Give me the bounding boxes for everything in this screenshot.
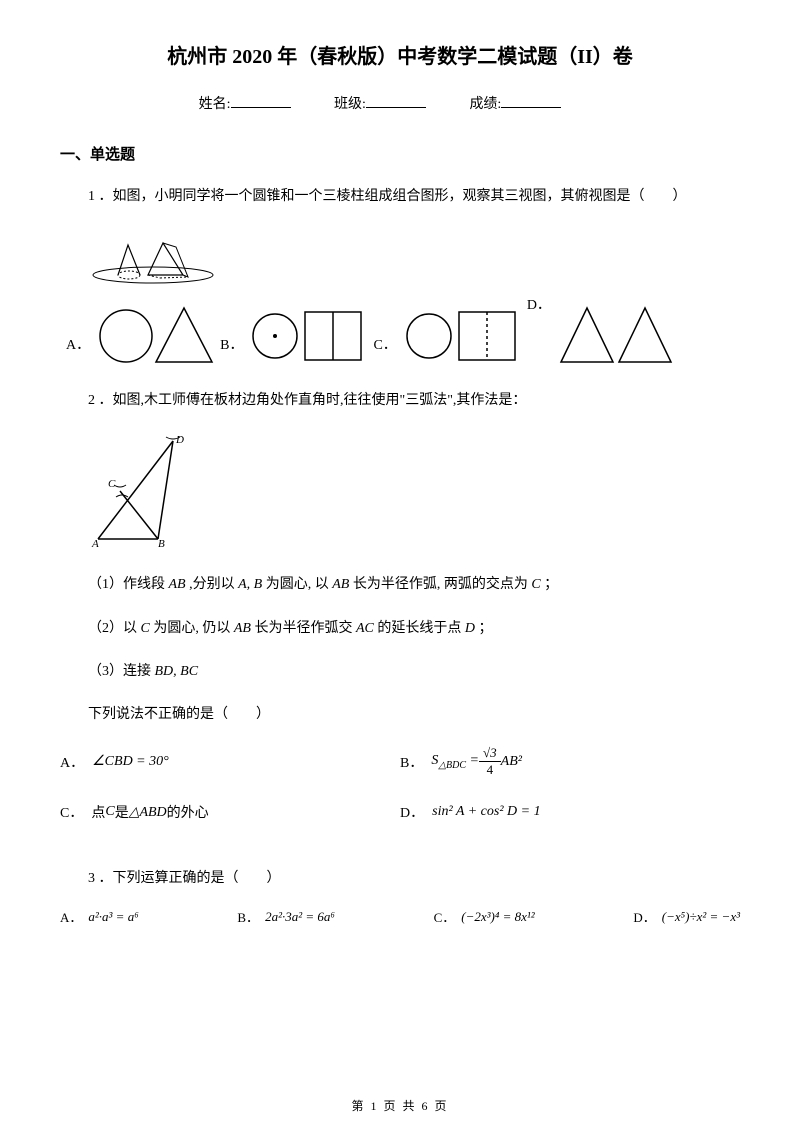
q2-options: A． ∠CBD = 30° B． S△BDC = √34 AB² C． 点 C … — [60, 745, 740, 846]
q1-optA-label: A． — [66, 334, 90, 364]
info-line: 姓名: 班级: 成绩: — [60, 93, 740, 113]
svg-text:D: D — [175, 434, 184, 446]
q2-step3: （3）连接 BD, BC — [88, 659, 740, 684]
q2-text: 2 ．如图,木工师傅在板材边角处作直角时,往往使用"三弧法",其作法是： — [88, 388, 740, 413]
q2-step2: （2）以 C 为圆心, 仍以 AB 长为半径作弧交 AC 的延长线于点 D ； — [88, 616, 740, 641]
q1-optC-shape — [403, 306, 521, 364]
q1-optB-shape — [249, 306, 367, 364]
page-footer: 第 1 页 共 6 页 — [0, 1097, 800, 1114]
q2-optA: A． ∠CBD = 30° — [60, 745, 400, 778]
name-label: 姓名: — [199, 97, 231, 112]
svg-text:B: B — [158, 538, 165, 549]
q1-optD-label: D． — [527, 294, 551, 324]
q1-figure — [88, 225, 740, 290]
class-blank — [366, 107, 426, 108]
q3-options: A．a²·a³ = a⁶ B．2a²·3a² = 6a⁶ C．(−2x³)⁴ =… — [60, 907, 740, 926]
q2-figure: A B C D — [88, 429, 740, 554]
q3-optA: A．a²·a³ = a⁶ — [60, 907, 139, 926]
svg-text:A: A — [91, 538, 99, 549]
q3-text: 3 ．下列运算正确的是（ ） — [88, 866, 740, 891]
q1-text: 1 ．如图，小明同学将一个圆锥和一个三棱柱组成组合图形，观察其三视图，其俯视图是… — [88, 184, 740, 209]
section-header: 一、单选题 — [60, 143, 740, 164]
score-blank — [501, 107, 561, 108]
q3-optD: D．(−x⁵)÷x² = −x³ — [633, 907, 740, 926]
class-label: 班级: — [334, 97, 366, 112]
q1-options: A． B． C． D． — [60, 300, 740, 364]
q3-optC: C．(−2x³)⁴ = 8x¹² — [434, 907, 535, 926]
q1-optD-shape — [557, 300, 677, 364]
q1-optB-label: B． — [220, 334, 243, 364]
score-label: 成绩: — [469, 97, 501, 112]
page-title: 杭州市 2020 年（春秋版）中考数学二模试题（II）卷 — [60, 40, 740, 69]
q2-optB: B． S△BDC = √34 AB² — [400, 745, 740, 778]
name-blank — [231, 107, 291, 108]
q2-prompt: 下列说法不正确的是（ ） — [88, 702, 740, 727]
q2-step1: （1）作线段 AB ,分别以 A, B 为圆心, 以 AB 长为半径作弧, 两弧… — [88, 572, 740, 597]
q1-optC-label: C． — [373, 334, 396, 364]
q1-optA-shape — [96, 300, 214, 364]
q3-optB: B．2a²·3a² = 6a⁶ — [237, 907, 335, 926]
q2-optC: C． 点 C 是 △ABD 的外心 — [60, 802, 400, 822]
q2-optD: D． sin² A + cos² D = 1 — [400, 802, 740, 822]
svg-text:C: C — [108, 478, 116, 490]
